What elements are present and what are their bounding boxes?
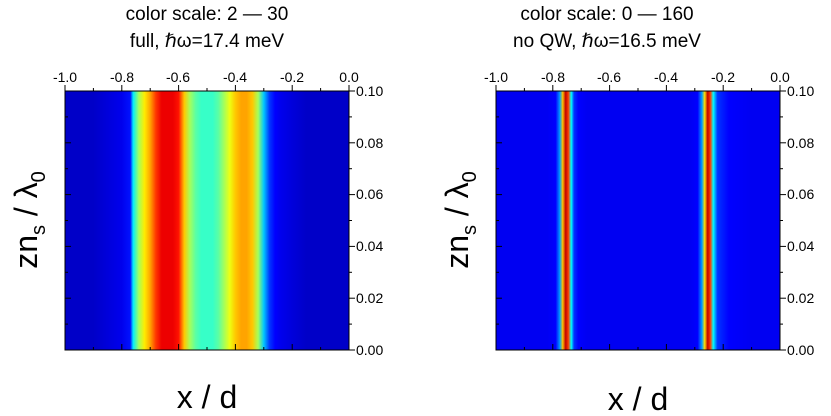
left-x-tick-label: 0.0	[339, 69, 359, 85]
right-chart-subtitle: no QW, ℏω=16.5 meV	[513, 31, 701, 52]
left-y-tick-label: 0.04	[356, 238, 383, 254]
right-y-tick-label: 0.08	[787, 135, 814, 151]
right-x-tick-label: -0.8	[541, 69, 565, 85]
right-x-axis: -1.0 -0.8 -0.6 -0.4 -0.2 0.0	[484, 69, 790, 85]
right-x-tick-label: -0.6	[597, 69, 621, 85]
right-x-axis-label: x / d	[608, 381, 668, 416]
right-y-tick-label: 0.00	[787, 342, 814, 358]
left-x-axis-label: x / d	[177, 379, 237, 415]
left-chart-subtitle: full, ℏω=17.4 meV	[130, 31, 284, 52]
panel-right: color scale: 0 — 160 no QW, ℏω=16.5 meV …	[439, 4, 814, 416]
right-x-tick-label: 0.0	[770, 69, 790, 85]
left-y-tick-label: 0.10	[356, 83, 383, 99]
tick-marks	[64, 85, 786, 351]
left-y-axis-label: zns / λ0	[8, 171, 50, 269]
right-x-tick-label: -1.0	[484, 69, 508, 85]
left-y-tick-label: 0.02	[356, 290, 383, 306]
left-y-tick-label: 0.06	[356, 186, 383, 202]
left-x-tick-label: -1.0	[53, 69, 77, 85]
left-x-tick-label: -0.8	[110, 69, 134, 85]
right-y-tick-label: 0.06	[787, 186, 814, 202]
panel-left: color scale: 2 — 30 full, ℏω=17.4 meV -1…	[8, 4, 383, 415]
right-y-tick-label: 0.04	[787, 238, 814, 254]
right-y-axis-label: zns / λ0	[439, 171, 481, 269]
left-chart-title: color scale: 2 — 30	[126, 4, 289, 25]
left-x-tick-label: -0.6	[166, 69, 190, 85]
right-chart-title: color scale: 0 — 160	[520, 4, 693, 25]
right-x-tick-label: -0.4	[654, 69, 678, 85]
right-y-tick-label: 0.10	[787, 83, 814, 99]
left-x-tick-label: -0.2	[280, 69, 304, 85]
left-y-tick-label: 0.00	[356, 342, 383, 358]
right-y-axis: 0.00 0.02 0.04 0.06 0.08 0.10	[787, 83, 814, 358]
left-x-tick-label: -0.4	[223, 69, 247, 85]
left-y-tick-label: 0.08	[356, 135, 383, 151]
left-heatmap	[65, 91, 349, 350]
right-heatmap	[496, 91, 780, 350]
left-x-axis: -1.0 -0.8 -0.6 -0.4 -0.2 0.0	[53, 69, 359, 85]
left-y-axis: 0.00 0.02 0.04 0.06 0.08 0.10	[356, 83, 383, 358]
right-y-tick-label: 0.02	[787, 290, 814, 306]
right-x-tick-label: -0.2	[711, 69, 735, 85]
